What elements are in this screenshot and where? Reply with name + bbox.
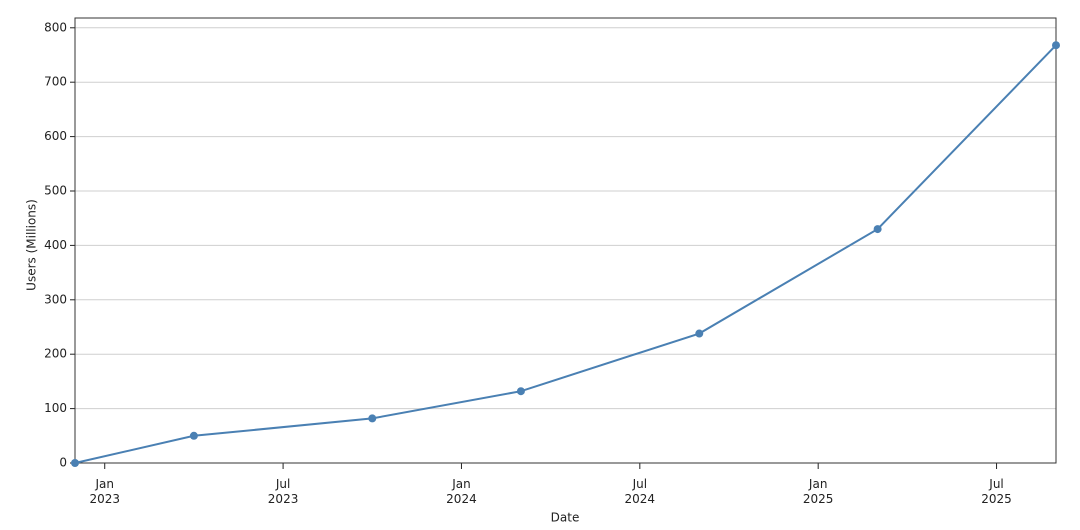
series-line bbox=[74, 44, 1057, 464]
x-tick-label: Jan 2025 bbox=[802, 477, 834, 506]
x-tick-label: Jul 2024 bbox=[624, 477, 656, 506]
y-tick-label: 700 bbox=[44, 75, 67, 89]
x-tick-label: Jul 2023 bbox=[267, 477, 299, 506]
x-tick-label: Jul 2025 bbox=[981, 477, 1012, 506]
y-tick-label: 500 bbox=[44, 183, 67, 197]
y-tick-label: 800 bbox=[44, 20, 67, 34]
data-point bbox=[873, 225, 882, 234]
x-tick-label: Jan 2024 bbox=[446, 477, 477, 506]
y-tick-label: 200 bbox=[44, 347, 67, 361]
plot-frame bbox=[74, 17, 1057, 464]
y-tick-label: 0 bbox=[59, 456, 67, 470]
y-tick-label: 400 bbox=[44, 238, 67, 252]
data-point bbox=[1052, 41, 1060, 50]
y-axis-label: Users (Millions) bbox=[25, 199, 39, 291]
y-tick-label: 100 bbox=[44, 401, 67, 415]
data-point bbox=[71, 459, 79, 467]
data-point bbox=[368, 414, 377, 423]
y-tick-label: 600 bbox=[44, 129, 67, 143]
y-tick-label: 300 bbox=[44, 292, 67, 306]
data-point bbox=[695, 329, 704, 338]
data-point bbox=[189, 431, 198, 440]
x-tick-label: Jan 2023 bbox=[89, 477, 120, 506]
data-point bbox=[516, 387, 525, 396]
x-axis-label: Date bbox=[551, 511, 580, 525]
